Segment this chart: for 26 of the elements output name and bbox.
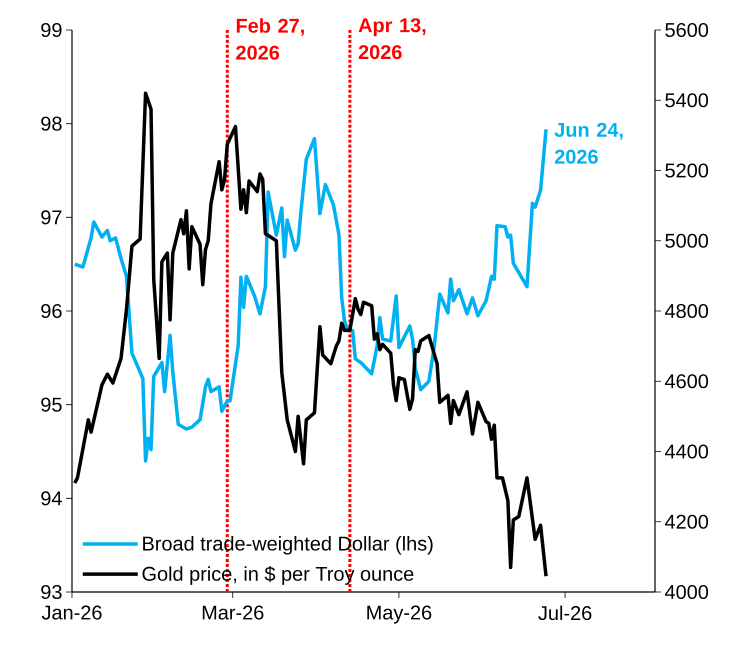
y2-tick-label: 4000 <box>664 584 708 600</box>
y-tick-label: 95 <box>41 398 62 412</box>
x-tick-label: Jan-26 <box>42 606 102 620</box>
y2-tick-label: 5400 <box>665 93 708 108</box>
ref-line-label: Apr 13, 2026 <box>358 18 426 60</box>
y-tick-label: 96 <box>41 304 62 318</box>
y2-tick-label: 5200 <box>665 163 708 178</box>
x-tick-label: Jul-26 <box>538 606 592 620</box>
y-tick-label: 94 <box>41 491 62 506</box>
y-tick-label: 93 <box>41 584 62 600</box>
line-series <box>72 128 548 463</box>
legend-label: Gold price, in $ per Troy ounce <box>142 566 414 585</box>
y2-tick-label: 4800 <box>664 304 708 318</box>
ref-line-label: Feb 27, 2026 <box>236 18 304 60</box>
y2-tick-label: 5000 <box>665 234 708 248</box>
y-tick-label: 98 <box>41 116 62 131</box>
legend-label: Broad trade-weighted Dollar (lhs) <box>143 536 433 555</box>
y2-tick-label: 5600 <box>665 22 708 38</box>
y-tick-label: 99 <box>41 22 62 38</box>
y-tick-label: 97 <box>41 210 62 224</box>
y2-tick-label: 4600 <box>664 374 708 388</box>
y2-tick-label: 4200 <box>664 514 708 529</box>
x-tick-label: Mar-26 <box>202 606 264 620</box>
annotation: Jun 24, 2026 <box>554 122 623 164</box>
y2-tick-label: 4400 <box>664 444 708 459</box>
x-tick-label: May-26 <box>367 606 432 624</box>
